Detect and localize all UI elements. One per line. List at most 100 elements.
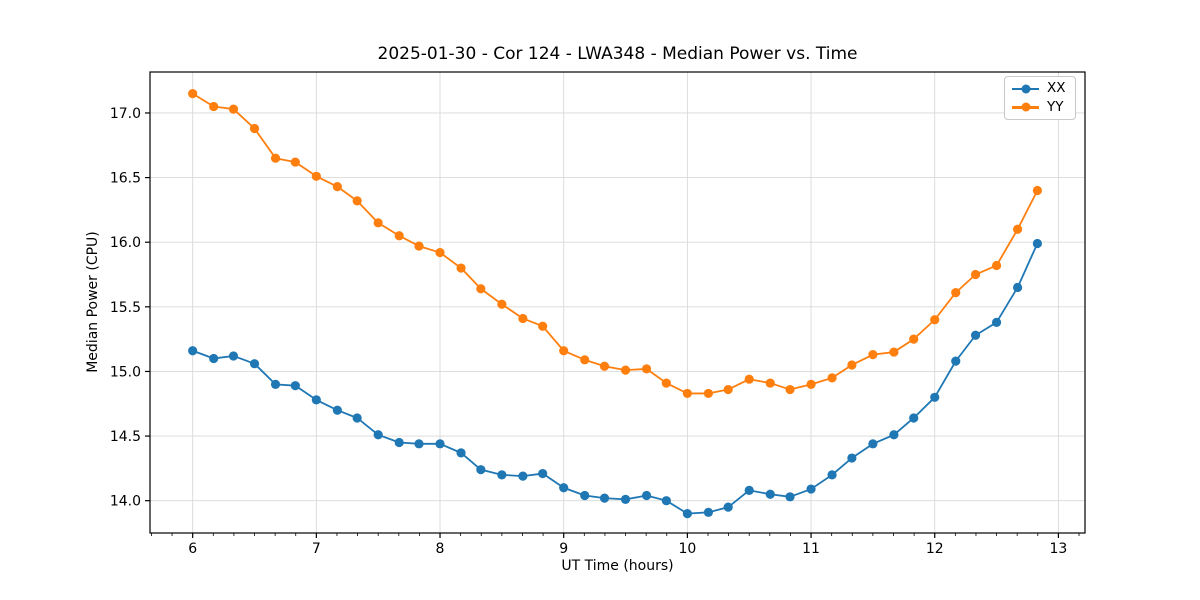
- series-XX-point: [332, 405, 342, 415]
- series-XX-point: [476, 465, 486, 475]
- series-XX-point: [599, 493, 610, 503]
- series-YY-point: [930, 315, 940, 325]
- series-XX-point: [290, 381, 300, 391]
- series-YY-point: [249, 123, 260, 134]
- series-YY-point: [373, 218, 383, 228]
- legend-line-sample-yy: [1012, 102, 1039, 112]
- series-XX-point: [682, 509, 692, 519]
- series-XX-point: [559, 483, 569, 493]
- series-YY-point: [991, 260, 1002, 271]
- series-YY-point: [723, 384, 733, 395]
- legend-item-xx: XX: [1012, 80, 1066, 96]
- series-XX-point: [744, 485, 754, 495]
- y-tick-label: 16.0: [110, 235, 141, 251]
- series-YY-point: [476, 284, 486, 294]
- series-XX-point: [889, 430, 899, 440]
- x-tick-label: 11: [802, 541, 820, 557]
- legend-label-yy: YY: [1047, 98, 1064, 115]
- series-XX-point: [456, 448, 466, 458]
- chart-title: 2025-01-30 - Cor 124 - LWA348 - Median P…: [377, 44, 858, 64]
- series-YY-point: [909, 334, 919, 344]
- series-XX-point: [868, 439, 878, 449]
- series-YY-point: [1032, 185, 1042, 196]
- series-XX-point: [970, 330, 981, 340]
- series-YY-point: [497, 299, 507, 309]
- series-XX-point: [414, 439, 424, 449]
- series-XX-point: [497, 470, 507, 480]
- series-YY-point: [744, 374, 754, 384]
- series-YY-point: [435, 247, 445, 258]
- series-XX-point: [249, 359, 260, 369]
- x-tick-label: 12: [926, 541, 944, 557]
- series-YY-point: [209, 101, 219, 112]
- series-XX-point: [394, 437, 404, 448]
- series-YY-point: [559, 346, 569, 356]
- x-tick-label: 13: [1049, 541, 1067, 557]
- series-XX-point: [1032, 238, 1042, 249]
- series-XX-point: [703, 507, 714, 517]
- series-YY-point: [332, 182, 342, 192]
- y-tick-label: 17.0: [110, 106, 141, 122]
- series-YY-point: [414, 241, 424, 251]
- x-tick-label: 8: [436, 541, 445, 557]
- series-XX-point: [270, 379, 281, 389]
- series-XX-point: [723, 502, 733, 512]
- series-XX: [188, 238, 1042, 519]
- series-YY-point: [599, 361, 610, 371]
- series-YY-point: [456, 263, 466, 273]
- series-YY-point: [620, 365, 631, 375]
- series-XX-point: [806, 484, 816, 494]
- axis-ticks: 6 7 8 9 10 11 12 13 14.0 14.5 15.0 15.5 16.0 16.5 17.0: [110, 106, 1080, 557]
- series-XX-point: [909, 413, 919, 423]
- series-YY-point: [1012, 224, 1023, 234]
- series-XX-point: [1012, 282, 1023, 293]
- series-YY-point: [580, 355, 590, 365]
- x-axis-label: UT Time (hours): [561, 558, 674, 574]
- legend: XX YY: [1004, 76, 1076, 120]
- x-tick-label: 9: [559, 541, 568, 557]
- series-XX-point: [373, 430, 383, 440]
- y-tick-label: 14.0: [110, 494, 141, 510]
- series-YY-point: [394, 231, 404, 241]
- y-tick-label: 14.5: [110, 429, 141, 445]
- series-YY-point: [682, 388, 692, 399]
- series-XX-point: [661, 496, 671, 506]
- series-YY: [188, 88, 1042, 399]
- legend-item-yy: YY: [1012, 98, 1066, 115]
- series-XX-point: [765, 489, 775, 499]
- legend-line-sample-xx: [1012, 84, 1039, 94]
- series-XX-point: [641, 490, 652, 501]
- series-YY-point: [847, 360, 857, 370]
- series-XX-point: [930, 392, 940, 402]
- legend-marker-yy: [1021, 102, 1030, 112]
- series-XX-point: [435, 439, 445, 449]
- series-XX-point: [847, 453, 857, 463]
- series-YY-point: [641, 364, 652, 374]
- y-tick-label: 15.0: [110, 364, 141, 380]
- series-XX-point: [352, 413, 362, 423]
- series-XX-point: [311, 395, 321, 405]
- series-YY-point: [785, 384, 795, 395]
- series-YY-point: [661, 378, 671, 388]
- series-YY-point: [188, 88, 198, 99]
- series-XX-line: [191, 242, 1039, 515]
- series-XX-point: [580, 490, 590, 501]
- series-YY-point: [951, 288, 961, 298]
- series-XX-point: [228, 351, 239, 361]
- series-XX-point: [188, 346, 198, 356]
- series-YY-point: [518, 313, 528, 324]
- series-XX-point: [991, 317, 1002, 327]
- y-axis-label: Median Power (CPU): [85, 231, 101, 373]
- series-XX-point: [827, 470, 837, 480]
- series-YY-line: [191, 92, 1039, 395]
- series-YY-point: [827, 373, 837, 383]
- x-tick-label: 10: [678, 541, 696, 557]
- legend-label-xx: XX: [1047, 80, 1066, 96]
- series-XX-point: [620, 494, 631, 504]
- series-YY-point: [806, 379, 816, 389]
- series-YY-point: [970, 269, 981, 280]
- x-tick-label: 6: [188, 541, 197, 557]
- series-YY-point: [352, 196, 362, 206]
- x-tick-label: 7: [312, 541, 321, 557]
- series-XX-point: [951, 356, 961, 366]
